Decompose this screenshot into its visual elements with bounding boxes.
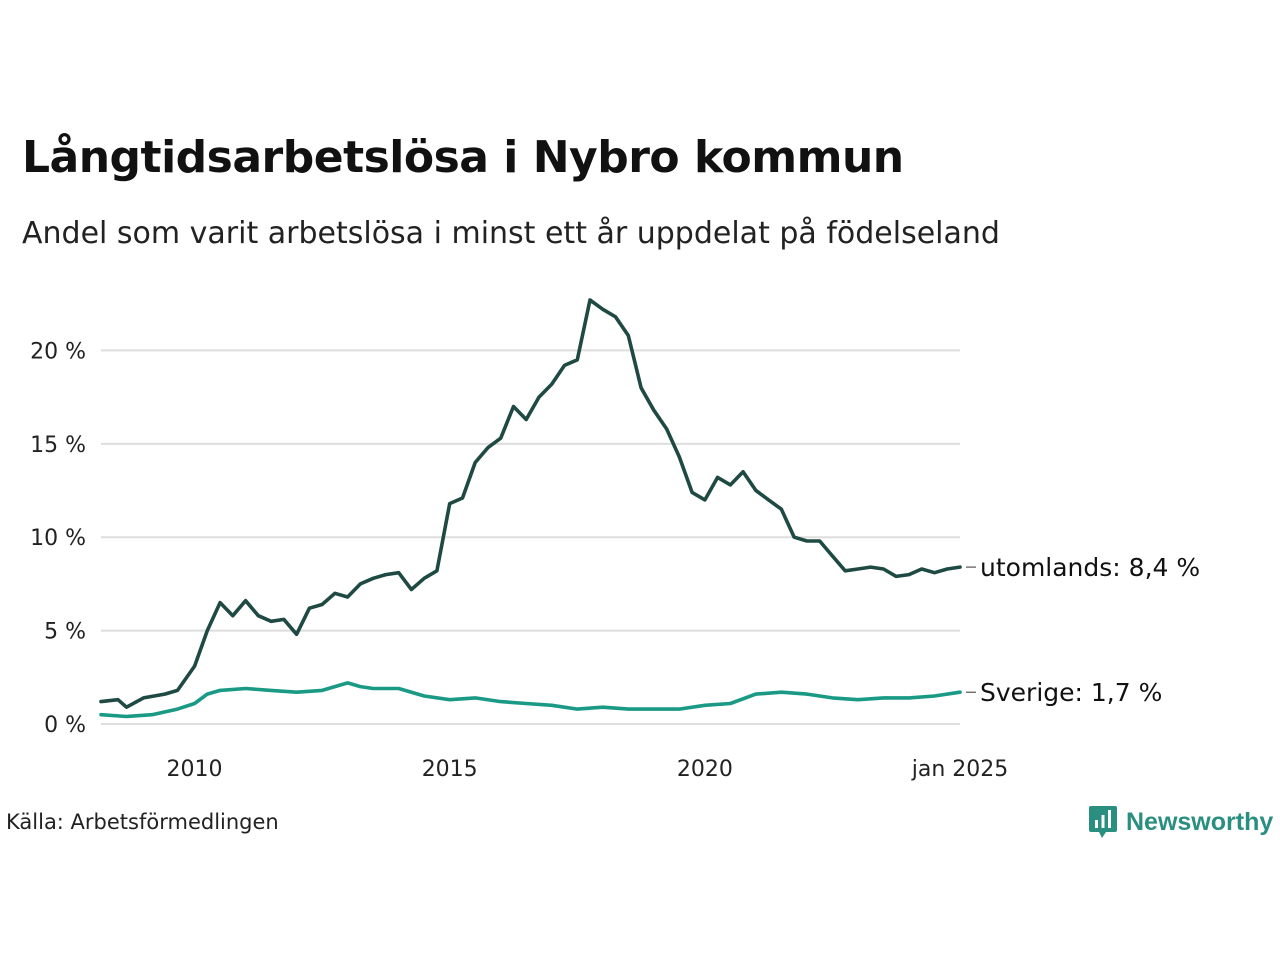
series-lines [99,298,962,719]
y-tick-label: 10 % [30,526,86,551]
y-tick-label: 0 % [44,713,86,738]
x-tick-label: 2010 [167,757,223,782]
series-line-sverige [99,681,962,719]
x-tick-label: 2015 [422,757,478,782]
newsworthy-logo-text: Newsworthy [1126,807,1274,836]
y-tick-label: 5 % [44,620,86,645]
source-note: Källa: Arbetsförmedlingen [6,810,279,834]
chart-title: Långtidsarbetslösa i Nybro kommun [22,132,904,183]
y-tick-label: 20 % [30,339,86,364]
series-end-labels: utomlands: 8,4 % Sverige: 1,7 % [966,553,1200,707]
series-end-label: Sverige: 1,7 % [980,678,1162,707]
x-tick-label: 2020 [677,757,733,782]
y-axis-ticks: 0 % 5 % 10 % 15 % 20 % [30,339,86,738]
series-end-label: utomlands: 8,4 % [980,553,1200,582]
chart-subtitle: Andel som varit arbetslösa i minst ett å… [22,216,1000,251]
series-line-utomlands [99,298,962,709]
x-tick-label: jan 2025 [911,757,1009,782]
newsworthy-logo[interactable]: Newsworthy [1088,804,1273,840]
x-axis-ticks: 2010 2015 2020 jan 2025 [167,757,1009,782]
gridlines [101,349,960,725]
y-tick-label: 15 % [30,433,86,458]
newsworthy-logo-icon [1089,806,1117,838]
